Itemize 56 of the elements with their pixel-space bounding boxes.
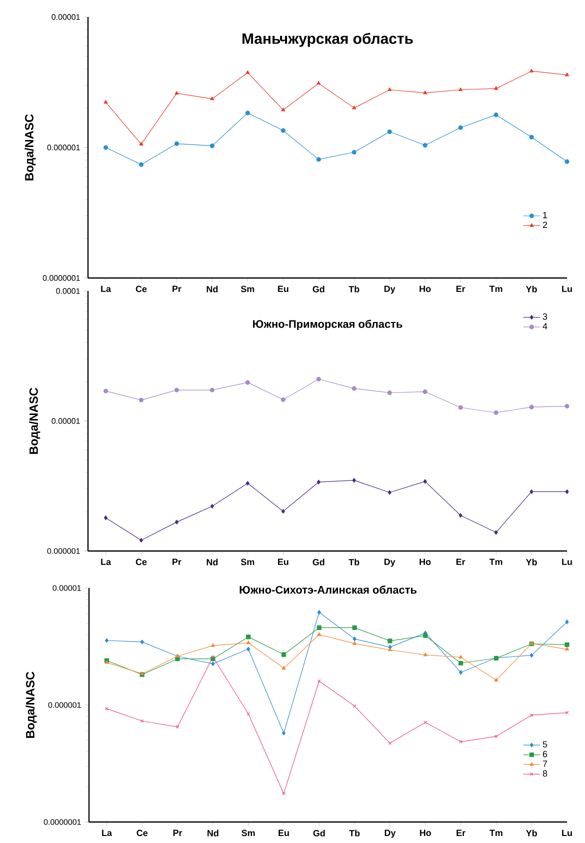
x-tick-label: Ce	[136, 286, 147, 292]
legend-label: 5	[542, 741, 548, 748]
x-tick-label: Tm	[489, 558, 502, 565]
x-tick-label: La	[102, 830, 112, 836]
x-tick-label: Ce	[136, 830, 148, 836]
x-tick-label: Eu	[278, 286, 288, 292]
legend-label: 2	[542, 222, 547, 228]
x-tick-label: Pr	[172, 286, 182, 292]
x-tick-label: Tb	[348, 286, 360, 292]
x-tick-label: La	[101, 286, 112, 292]
x-tick-label: Gd	[313, 830, 325, 836]
x-tick-label: Nd	[206, 286, 218, 292]
x-tick-label: Lu	[562, 830, 572, 836]
x-tick-label: Sm	[242, 830, 255, 836]
x-tick-label: Dy	[384, 558, 396, 567]
x-tick-label: Ho	[420, 558, 431, 566]
text: Южно-Приморская область	[253, 320, 402, 330]
legend-label: 4	[542, 323, 548, 330]
x-tick-label: Yb	[526, 286, 537, 292]
x-tick-label: Pr	[173, 830, 182, 836]
x-tick-label: Dy	[384, 830, 396, 838]
x-tick-label: Yb	[526, 558, 537, 566]
x-tick-label: Tb	[349, 830, 360, 836]
x-tick-label: Nd	[208, 830, 218, 836]
x-tick-label: Er	[456, 286, 466, 292]
legend-label: 8	[542, 770, 548, 777]
x-tick-label: Tm	[489, 286, 502, 292]
x-tick-label: Gd	[312, 558, 324, 566]
x-tick-label: Ho	[420, 286, 431, 292]
x-tick-label: La	[101, 558, 112, 566]
legend-label: 3	[542, 313, 548, 320]
y-axis-title: Вода/NASC	[26, 672, 37, 738]
x-tick-label: Pr	[172, 558, 182, 565]
x-tick-label: Tm	[490, 830, 502, 836]
legend-label: 1	[543, 212, 548, 218]
x-tick-label: Lu	[562, 558, 572, 566]
x-tick-label: Sm	[240, 286, 254, 292]
x-tick-label: Tb	[348, 558, 360, 566]
x-tick-label: Er	[456, 830, 466, 836]
chart-title: Южно-Сихотэ-Алинская область	[240, 586, 416, 594]
x-tick-label: Ce	[136, 558, 147, 566]
y-axis-title: Вода/NASC	[29, 388, 40, 454]
x-tick-label: Nd	[206, 558, 218, 566]
y-axis-title: Вода/NASC	[24, 114, 36, 180]
x-tick-label: Ho	[420, 830, 431, 836]
text: Маньчжурская область	[242, 32, 413, 47]
x-tick-label: Yb	[526, 830, 537, 836]
x-tick-label: Eu	[278, 830, 289, 836]
x-tick-label: Dy	[384, 286, 396, 294]
x-tick-label: Lu	[562, 286, 572, 292]
x-tick-label: Eu	[278, 558, 288, 566]
x-tick-label: Gd	[312, 286, 324, 292]
x-tick-label: Sm	[240, 558, 254, 566]
x-tick-label: Er	[456, 558, 466, 565]
legend-label: 7	[542, 760, 548, 767]
legend-label: 6	[542, 750, 548, 758]
